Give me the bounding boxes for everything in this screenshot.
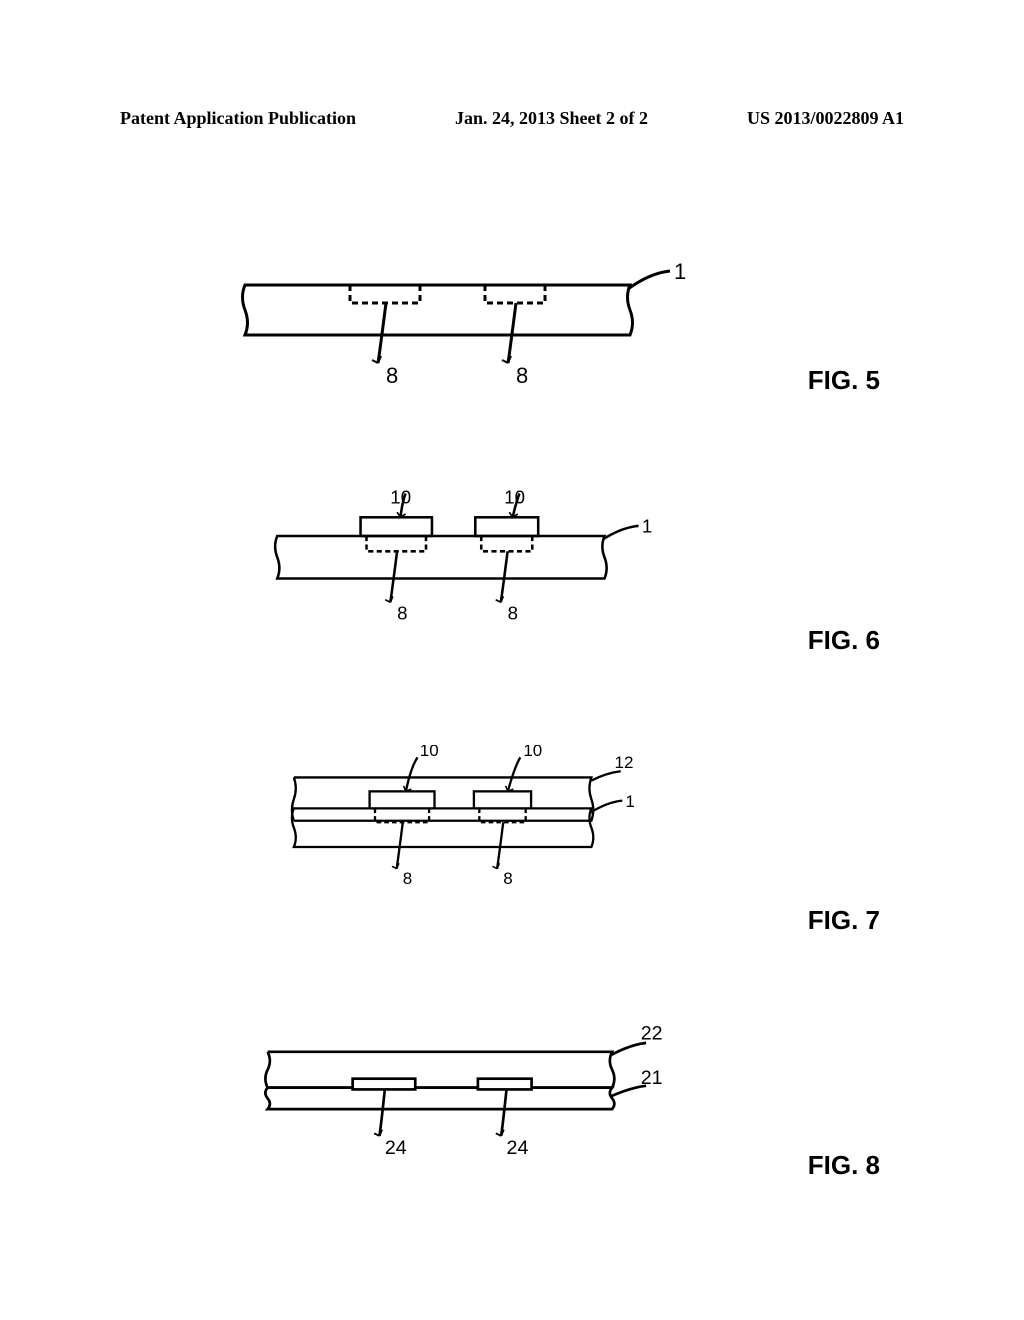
ref-24b: 24 [507, 1137, 529, 1159]
ref-8a: 8 [397, 602, 407, 623]
figure-5-svg: 1 8 8 [230, 255, 690, 425]
figure-8-svg: 22 21 24 24 [230, 1025, 690, 1195]
ref-8b: 8 [516, 363, 528, 388]
ref-10b: 10 [504, 487, 525, 508]
ref-8a: 8 [403, 869, 412, 888]
ref-8b: 8 [508, 602, 518, 623]
figure-7-row: 10 10 12 1 8 8 FIG. 7 [140, 745, 880, 965]
ref-22: 22 [641, 1025, 663, 1044]
ref-1: 1 [625, 792, 634, 811]
fig5-label: FIG. 5 [808, 365, 880, 396]
figure-5-row: 1 8 8 FIG. 5 [140, 255, 880, 425]
figure-6-svg: 1 10 10 8 8 [230, 485, 690, 655]
ref-8a: 8 [386, 363, 398, 388]
figure-7-svg: 10 10 12 1 8 8 [230, 745, 690, 915]
fig7-label: FIG. 7 [808, 905, 880, 936]
ref-12: 12 [615, 753, 634, 772]
fig6-label: FIG. 6 [808, 625, 880, 656]
ref-10a: 10 [420, 745, 439, 760]
figure-6-row: 1 10 10 8 8 FIG. 6 [140, 485, 880, 685]
figure-stack: 1 8 8 FIG. 5 1 10 [140, 255, 880, 1215]
ref-10a: 10 [390, 487, 411, 508]
ref-1: 1 [674, 259, 686, 284]
page-header: Patent Application Publication Jan. 24, … [120, 108, 904, 129]
ref-24a: 24 [385, 1137, 407, 1159]
ref-8b: 8 [503, 869, 512, 888]
fig8-label: FIG. 8 [808, 1150, 880, 1181]
figure-8-row: 22 21 24 24 FIG. 8 [140, 1025, 880, 1215]
date-and-sheet: Jan. 24, 2013 Sheet 2 of 2 [455, 108, 648, 129]
ref-10b: 10 [523, 745, 542, 760]
publication-type: Patent Application Publication [120, 108, 356, 129]
ref-21: 21 [641, 1067, 663, 1089]
publication-number: US 2013/0022809 A1 [747, 108, 904, 129]
ref-1: 1 [642, 516, 652, 537]
